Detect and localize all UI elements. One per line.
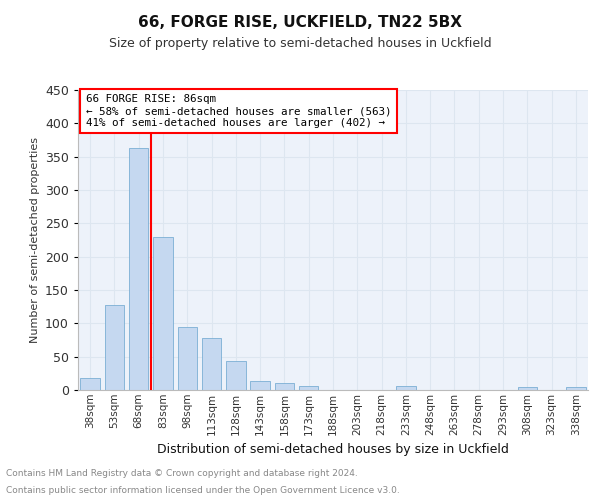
Y-axis label: Number of semi-detached properties: Number of semi-detached properties (29, 137, 40, 343)
Bar (226, 360, 245, 390)
Bar (518, 388, 537, 390)
Text: Size of property relative to semi-detached houses in Uckfield: Size of property relative to semi-detach… (109, 38, 491, 51)
Text: Contains HM Land Registry data © Crown copyright and database right 2024.: Contains HM Land Registry data © Crown c… (6, 468, 358, 477)
X-axis label: Distribution of semi-detached houses by size in Uckfield: Distribution of semi-detached houses by … (157, 443, 509, 456)
Text: 66 FORGE RISE: 86sqm
← 58% of semi-detached houses are smaller (563)
41% of semi: 66 FORGE RISE: 86sqm ← 58% of semi-detac… (86, 94, 391, 128)
Bar (202, 338, 221, 390)
Bar (105, 304, 124, 390)
Bar (275, 384, 294, 390)
Bar (153, 238, 173, 390)
Bar (299, 386, 319, 390)
Bar (250, 382, 270, 390)
Bar (566, 388, 586, 390)
Text: Contains public sector information licensed under the Open Government Licence v3: Contains public sector information licen… (6, 486, 400, 495)
Text: 66, FORGE RISE, UCKFIELD, TN22 5BX: 66, FORGE RISE, UCKFIELD, TN22 5BX (138, 15, 462, 30)
Bar (80, 378, 100, 390)
Bar (129, 148, 148, 390)
Bar (396, 386, 416, 390)
Bar (178, 326, 197, 390)
